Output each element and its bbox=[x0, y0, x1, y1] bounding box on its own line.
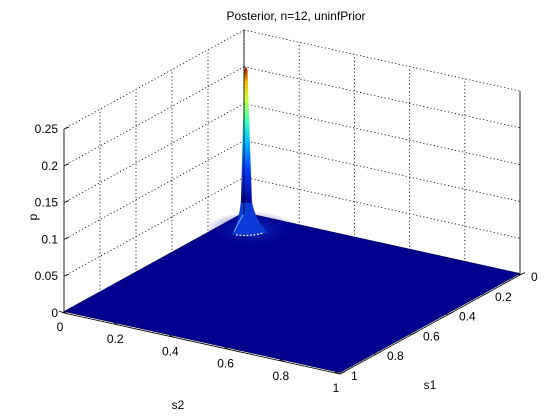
grid-line bbox=[243, 176, 521, 239]
y-tick-mark bbox=[224, 347, 230, 350]
x-tick-mark bbox=[411, 331, 418, 335]
z-tick-mark bbox=[63, 237, 70, 240]
y-tick-label: 0.6 bbox=[217, 357, 234, 371]
z-tick-mark bbox=[63, 126, 70, 130]
grid-line bbox=[63, 66, 245, 167]
axes-box bbox=[58, 30, 526, 375]
y-tick-label: 0.8 bbox=[272, 369, 289, 383]
x-tick-label: 0.4 bbox=[459, 310, 476, 324]
peak-spike bbox=[240, 66, 252, 203]
x-tick-mark bbox=[375, 351, 382, 355]
x-tick-mark bbox=[447, 311, 454, 315]
y-tick-label: 1 bbox=[333, 381, 340, 395]
chart-title: Posterior, n=12, uninfPrior bbox=[226, 9, 365, 23]
front-floor-edge-s2 bbox=[63, 312, 341, 375]
surface-plane bbox=[63, 212, 521, 373]
peak-rim bbox=[235, 232, 265, 237]
y-tick-labels: 0 0.2 0.4 0.6 0.8 1 bbox=[57, 320, 340, 395]
y-tick-mark bbox=[58, 310, 65, 314]
y-tick-label: 0.2 bbox=[107, 332, 124, 346]
z-tick-label: 0 bbox=[51, 306, 58, 320]
grid-line bbox=[243, 140, 521, 202]
front-floor-edge-s1 bbox=[339, 274, 521, 375]
x-tick-mark bbox=[339, 371, 346, 375]
peak-edge bbox=[233, 214, 244, 232]
y-tick-mark bbox=[334, 371, 341, 375]
x-tick-label: 0.2 bbox=[495, 290, 512, 304]
z-tick-labels: 0 0.05 0.1 0.15 0.2 0.25 bbox=[35, 122, 59, 320]
y-tick-mark bbox=[114, 322, 120, 326]
y-tick-mark bbox=[169, 335, 175, 338]
y-axis-label: s2 bbox=[172, 398, 185, 412]
x-tick-mark bbox=[519, 272, 526, 276]
z-tick-mark bbox=[63, 273, 70, 277]
grid-line bbox=[243, 29, 521, 92]
z-tick-label: 0.2 bbox=[41, 159, 58, 173]
posterior-peak bbox=[231, 66, 268, 237]
z-tick-mark bbox=[63, 200, 70, 203]
y-tick-label: 0.4 bbox=[162, 344, 179, 358]
y-tick-label: 0 bbox=[57, 320, 64, 334]
grid-line bbox=[63, 29, 245, 130]
z-tick-label: 0.05 bbox=[35, 269, 59, 283]
z-axis-label: p bbox=[26, 213, 40, 220]
z-tick-mark bbox=[63, 310, 70, 314]
x-tick-labels: 0 0.2 0.4 0.6 0.8 1 bbox=[351, 270, 538, 383]
grid-line bbox=[63, 103, 245, 203]
z-tick-label: 0.15 bbox=[35, 196, 59, 210]
z-tick-label: 0.1 bbox=[41, 232, 58, 246]
x-axis-label: s1 bbox=[424, 378, 437, 392]
peak-skirt bbox=[231, 190, 268, 235]
y-tick-mark bbox=[279, 359, 285, 363]
x-tick-label: 0.6 bbox=[423, 329, 440, 343]
z-tick-mark bbox=[63, 163, 70, 167]
x-tick-label: 0.8 bbox=[387, 349, 404, 363]
grid-line bbox=[243, 103, 521, 165]
grid-line bbox=[243, 66, 521, 129]
z-tick-label: 0.25 bbox=[35, 122, 59, 136]
x-tick-label: 0 bbox=[531, 270, 538, 284]
x-tick-mark bbox=[483, 291, 490, 296]
x-tick-label: 1 bbox=[351, 369, 358, 383]
surface-floor bbox=[63, 211, 521, 373]
